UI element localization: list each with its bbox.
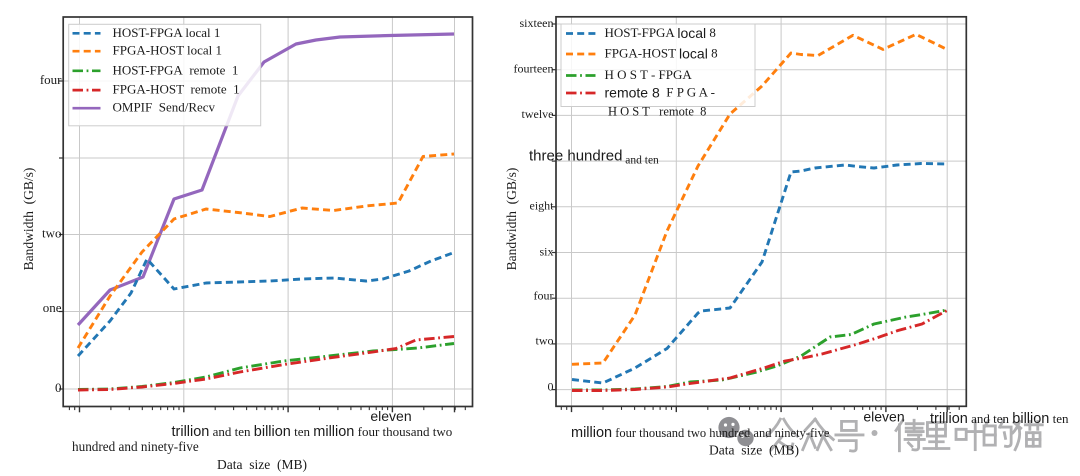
svg-text:million four thousand two hund: million four thousand two hundred and ni… (571, 425, 830, 441)
svg-text:twelve: twelve (522, 107, 554, 121)
svg-text:Data size (MB): Data size (MB) (709, 443, 799, 458)
svg-text:H O S T - FPGA: H O S T - FPGA (605, 67, 693, 82)
svg-text:fourteen: fourteen (514, 61, 554, 75)
svg-text:HOST-FPGA remote 1: HOST-FPGA remote 1 (113, 62, 239, 77)
svg-text:sixteen: sixteen (520, 16, 554, 30)
svg-text:four: four (534, 288, 554, 302)
svg-text:trillion and ten billion ten: trillion and ten billion ten (930, 411, 1069, 427)
svg-text:hundred and ninety-five: hundred and ninety-five (72, 439, 199, 454)
svg-text:two: two (536, 333, 554, 347)
svg-text:eight: eight (530, 199, 555, 213)
svg-text:eleven: eleven (863, 409, 904, 425)
svg-text:six: six (539, 244, 553, 258)
svg-text:trillion and ten billion ten m: trillion and ten billion ten million fou… (172, 424, 453, 440)
svg-text:remote 8 F P G A -: remote 8 F P G A - (605, 84, 715, 100)
svg-text:FPGA-HOST remote 1: FPGA-HOST remote 1 (113, 82, 240, 97)
svg-text:H O S T remote 8: H O S T remote 8 (608, 104, 706, 118)
svg-text:Data size (MB): Data size (MB) (217, 457, 307, 472)
svg-text:Bandwidth (GB/s): Bandwidth (GB/s) (21, 168, 36, 271)
svg-text:eleven: eleven (370, 408, 411, 424)
svg-text:Bandwidth (GB/s): Bandwidth (GB/s) (504, 168, 519, 271)
svg-text:FPGA-HOST local 8: FPGA-HOST local 8 (605, 45, 718, 61)
svg-text:two: two (42, 225, 62, 240)
svg-text:0: 0 (548, 379, 554, 393)
svg-text:HOST-FPGA local 1: HOST-FPGA local 1 (113, 25, 221, 40)
svg-text:OMPIF Send/Recv: OMPIF Send/Recv (113, 100, 216, 115)
svg-text:FPGA-HOST local 1: FPGA-HOST local 1 (113, 43, 223, 58)
svg-text:one: one (43, 300, 62, 315)
svg-text:0: 0 (55, 380, 62, 395)
svg-text:four: four (40, 72, 62, 87)
svg-text:HOST-FPGA local 8: HOST-FPGA local 8 (605, 25, 716, 41)
